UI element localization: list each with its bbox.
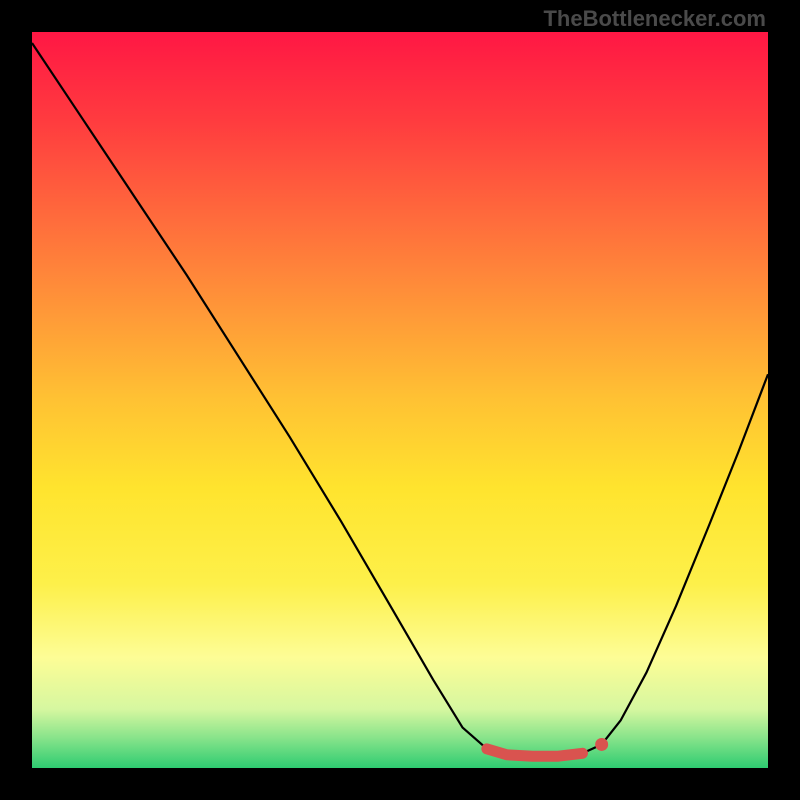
optimal-dot [595,738,608,751]
bottleneck-curve [32,43,768,756]
chart-container: TheBottlenecker.com [0,0,800,800]
plot-area [32,32,768,768]
optimal-highlight [487,749,583,756]
curve-layer [32,32,768,768]
watermark-text: TheBottlenecker.com [543,6,766,32]
